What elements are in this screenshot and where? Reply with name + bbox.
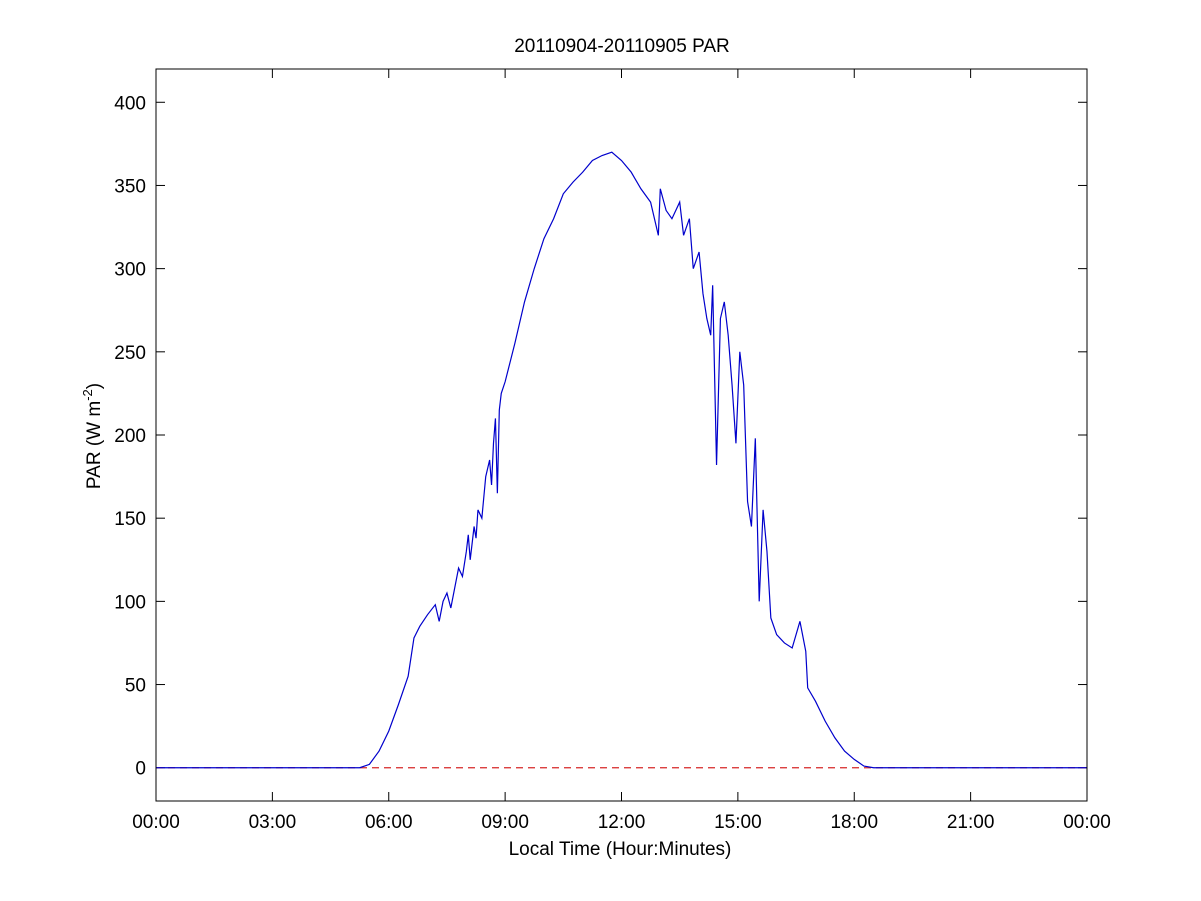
y-tick-label: 300 [114, 260, 146, 281]
x-tick-label: 03:00 [249, 812, 297, 833]
y-tick-label: 400 [114, 93, 146, 114]
x-tick-label: 21:00 [947, 812, 995, 833]
x-tick-label: 06:00 [365, 812, 413, 833]
y-tick-label: 50 [125, 676, 146, 697]
x-tick-label: 00:00 [1063, 812, 1111, 833]
y-tick-label: 150 [114, 509, 146, 530]
y-tick-label: 100 [114, 592, 146, 613]
y-tick-label: 250 [114, 343, 146, 364]
y-tick-label: 350 [114, 176, 146, 197]
y-axis-label-close: ) [84, 383, 105, 389]
y-axis-label: PAR (W m-2) [80, 383, 105, 489]
par-series-line [156, 151, 1087, 769]
x-tick-label: 00:00 [132, 812, 180, 833]
x-axis-label: Local Time (Hour:Minutes) [509, 839, 732, 860]
x-tick-label: 15:00 [714, 812, 762, 833]
y-axis-label-main: PAR (W m [84, 401, 105, 489]
plot-frame [155, 68, 1088, 802]
chart-title: 20110904-20110905 PAR [514, 36, 730, 57]
x-axis-ticks: 00:00 03:00 06:00 09:00 12:00 15:00 18:00 21:00… [132, 69, 1111, 833]
x-tick-label: 12:00 [598, 812, 646, 833]
y-axis-label-superscript: -2 [80, 389, 95, 401]
x-tick-label: 09:00 [481, 812, 529, 833]
x-tick-label: 18:00 [830, 812, 878, 833]
plot-area [156, 69, 1087, 801]
y-tick-label: 200 [114, 426, 146, 447]
y-tick-label: 0 [135, 759, 146, 780]
y-axis-ticks: 0 50 100 150 200 250 300 350 400 [114, 93, 1087, 780]
